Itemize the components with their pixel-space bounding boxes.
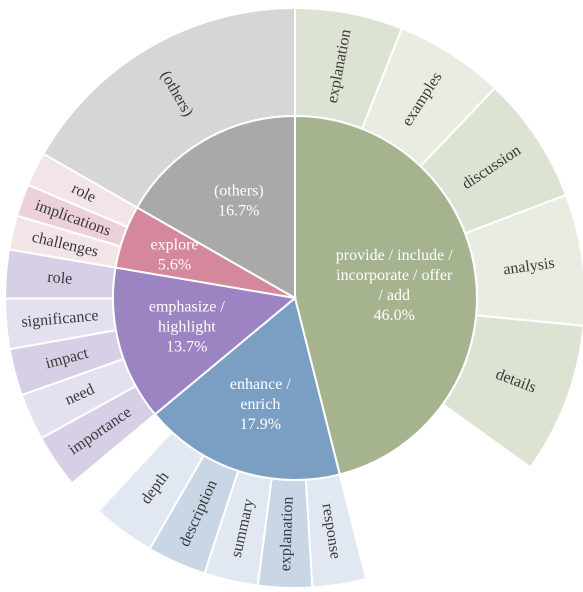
- inner-pct-emphasize: 13.7%: [166, 339, 207, 356]
- inner-pct-others: 16.7%: [218, 203, 259, 220]
- inner-line-provide-1: incorporate / offer: [336, 267, 453, 284]
- inner-line-emphasize-1: highlight: [158, 319, 216, 336]
- inner-line-explore-0: explore: [151, 236, 199, 253]
- inner-line-provide-0: provide / include /: [336, 247, 453, 264]
- inner-line-provide-2: / add: [378, 287, 410, 304]
- outer-label-enhance-explanation: explanation: [277, 496, 297, 571]
- inner-line-enhance-0: enhance /: [230, 376, 291, 393]
- inner-line-others-0: (others): [214, 183, 264, 200]
- outer-label-emphasize-role: role: [47, 269, 73, 288]
- inner-line-enhance-1: enrich: [240, 396, 280, 413]
- inner-pct-provide: 46.0%: [374, 307, 415, 324]
- inner-pct-explore: 5.6%: [158, 256, 191, 273]
- inner-line-emphasize-0: emphasize /: [149, 299, 226, 316]
- inner-pct-enhance: 17.9%: [240, 416, 281, 433]
